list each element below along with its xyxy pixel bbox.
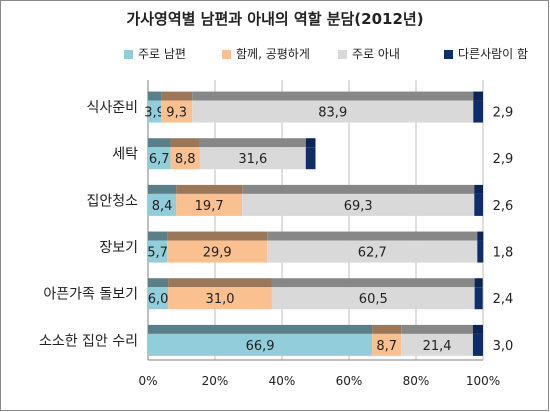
data-label-주로-아내: 83,9 (318, 106, 347, 121)
data-label-다른사람이-함: 2,4 (493, 292, 514, 307)
legend-swatch-주로-아내 (338, 50, 347, 59)
bar-segment-주로-남편 (148, 287, 169, 310)
bar-segment-다른사람이-함 (473, 100, 483, 123)
bar-segment-다른사람이-함 (474, 287, 483, 310)
data-label-함께-공평하게: 9,3 (166, 106, 187, 121)
bar-segment-주로-아내 (267, 240, 478, 263)
x-tick-label: 20% (202, 374, 229, 388)
legend-label-다른사람이-함: 다른사람이 함 (458, 47, 528, 61)
data-label-다른사람이-함: 2,9 (493, 152, 514, 167)
x-tick-label: 80% (403, 374, 430, 388)
data-label-다른사람이-함: 2,6 (493, 199, 514, 214)
bar-segment-함께-공평하게 (176, 193, 243, 216)
bar-top-다른사람이-함 (472, 324, 483, 334)
x-tick-label: 0% (138, 374, 157, 388)
bar-segment-함께-공평하게 (372, 333, 402, 356)
bar-top-다른사람이-함 (473, 91, 483, 101)
bar-segment-함께-공평하게 (167, 240, 268, 263)
data-label-주로-남편: 6,7 (149, 152, 170, 167)
data-label-주로-아내: 21,4 (423, 339, 452, 354)
bar-top-주로-남편 (148, 91, 162, 101)
data-label-함께-공평하게: 31,0 (206, 292, 235, 307)
bar-segment-함께-공평하게 (170, 147, 200, 170)
data-label-다른사람이-함: 1,8 (493, 246, 514, 261)
data-label-주로-남편: 8,4 (152, 199, 173, 214)
bar-segment-주로-아내 (242, 193, 475, 216)
bar-segment-함께-공평하게 (168, 287, 272, 310)
category-label: 아픈가족 돌보기 (43, 287, 138, 303)
bar-top-함께-공평하게 (372, 324, 402, 334)
category-label: 집안청소 (86, 193, 138, 209)
bar-top-함께-공평하게 (170, 138, 200, 148)
bar-top-주로-아내 (401, 324, 473, 334)
bar-segment-주로-아내 (271, 287, 475, 310)
data-label-함께-공평하게: 29,9 (203, 246, 232, 261)
bar-top-주로-아내 (267, 231, 478, 241)
data-label-주로-남편: 3,9 (144, 106, 165, 121)
bar-segment-다른사람이-함 (474, 193, 483, 216)
bar-segment-주로-남편 (148, 193, 177, 216)
bar-top-주로-남편 (148, 184, 177, 194)
x-tick-label: 60% (336, 374, 363, 388)
data-label-주로-아내: 60,5 (359, 292, 388, 307)
legend-swatch-함께-공평하게 (222, 50, 231, 59)
bar-top-주로-아내 (271, 278, 475, 288)
data-label-다른사람이-함: 3,0 (493, 339, 514, 354)
bar-top-주로-아내 (192, 91, 474, 101)
data-label-주로-아내: 69,3 (344, 199, 373, 214)
data-label-함께-공평하게: 8,8 (175, 152, 196, 167)
data-label-주로-남편: 5,7 (147, 246, 168, 261)
bar-top-주로-남편 (148, 231, 168, 241)
data-label-다른사람이-함: 2,9 (493, 106, 514, 121)
bar-segment-주로-아내 (192, 100, 474, 123)
bar-segment-다른사람이-함 (305, 147, 316, 170)
data-label-주로-남편: 6,0 (148, 292, 169, 307)
bar-segment-주로-남편 (148, 240, 168, 263)
bar-top-함께-공평하게 (168, 278, 272, 288)
category-label: 세탁 (112, 147, 138, 163)
data-label-함께-공평하게: 19,7 (195, 199, 224, 214)
x-tick-label: 100% (466, 374, 500, 388)
bar-top-다른사람이-함 (305, 138, 316, 148)
legend-swatch-주로-남편 (124, 50, 133, 59)
bar-top-다른사람이-함 (477, 231, 484, 241)
bar-top-함께-공평하게 (176, 184, 243, 194)
data-label-주로-아내: 62,7 (358, 246, 387, 261)
chart-title: 가사영역별 남편과 아내의 역할 분담(2012년) (126, 10, 424, 28)
bar-segment-다른사람이-함 (472, 333, 483, 356)
x-tick-label: 40% (269, 374, 296, 388)
bar-segment-주로-남편 (148, 147, 171, 170)
bar-top-함께-공평하게 (161, 91, 193, 101)
bar-top-주로-아내 (199, 138, 306, 148)
legend-label-주로-아내: 주로 아내 (352, 47, 400, 61)
bar-top-주로-남편 (148, 278, 169, 288)
category-label: 소소한 집안 수리 (39, 333, 138, 349)
legend-label-주로-남편: 주로 남편 (138, 47, 186, 61)
category-label: 식사준비 (86, 100, 138, 116)
bar-segment-주로-남편 (148, 100, 162, 123)
bar-top-다른사람이-함 (474, 184, 483, 194)
bar-top-함께-공평하게 (167, 231, 268, 241)
bar-top-주로-아내 (242, 184, 475, 194)
bar-segment-함께-공평하게 (161, 100, 193, 123)
data-label-주로-아내: 31,6 (238, 152, 267, 167)
legend-swatch-다른사람이-함 (444, 50, 453, 59)
bar-segment-주로-아내 (199, 147, 306, 170)
bar-segment-다른사람이-함 (477, 240, 484, 263)
data-label-주로-남편: 66,9 (246, 339, 275, 354)
legend-label-함께-공평하게: 함께, 공평하게 (236, 47, 310, 61)
bar-top-주로-남편 (148, 324, 373, 334)
bar-segment-주로-아내 (401, 333, 473, 356)
bar-segment-주로-남편 (148, 333, 373, 356)
bar-top-다른사람이-함 (474, 278, 483, 288)
data-label-함께-공평하게: 8,7 (376, 339, 397, 354)
bar-top-주로-남편 (148, 138, 171, 148)
category-label: 장보기 (99, 240, 138, 256)
